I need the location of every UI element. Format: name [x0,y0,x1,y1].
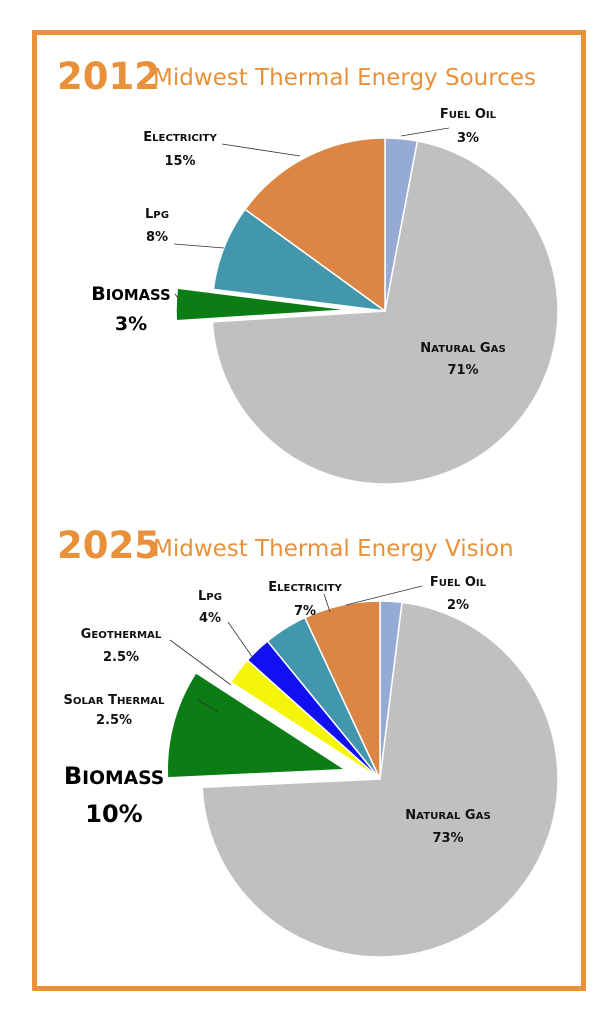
leader-line-electricity-2025 [323,593,331,613]
label-electricity-2025: ELECTRICITY [268,580,342,595]
value-electricity-2025: 7% [294,604,316,619]
value-biomass-2025: 10% [85,800,142,828]
value-fuel-oil-2025: 2% [447,598,469,613]
slice-biomass-2025 [166,671,348,779]
leader-line-fuel-oil-2012 [400,127,450,137]
chart-2025-year: 2025 [57,524,160,567]
slice-electricity-2012 [243,137,386,313]
label-fuel-oil-2025: FUEL OIL [430,575,487,590]
chart-frame [32,30,586,991]
value-lpg-2012: 8% [146,230,168,245]
slice-natural-gas-2025 [201,601,559,958]
leader-line-biomass-2012 [174,293,179,299]
leader-line-geothermal-2025 [169,639,232,686]
leader-line-fuel-oil-2025 [345,585,423,606]
label-fuel-oil-2012: FUEL OIL [440,107,497,122]
label-biomass-2012: BIOMASS [91,283,170,305]
value-natural-gas-2025: 73% [432,831,463,846]
value-biomass-2012: 3% [115,313,147,335]
label-natural-gas-2025: NATURAL GAS [405,808,491,823]
slice-electricity-2025 [303,600,381,780]
label-natural-gas-2012: NATURAL GAS [420,341,506,356]
label-electricity-2012: ELECTRICITY [143,130,217,145]
value-geothermal-2025: 2.5% [103,650,139,665]
value-electricity-2012: 15% [164,154,195,169]
label-lpg-2012: LPG [145,207,169,222]
label-biomass-2025: BIOMASS [64,762,164,790]
leader-line-solar-thermal-2025 [197,699,219,713]
chart-2012-year: 2012 [57,55,160,98]
label-lpg-2025: LPG [198,589,222,604]
leader-line-electricity-2012 [221,143,301,157]
label-geothermal-2025: GEOTHERMAL [81,627,162,642]
chart-2012-pie: FUEL OIL 3% NATURAL GAS 71% BIOMASS 3% LPG 8% EL… [91,107,559,485]
slice-natural-gas-2012 [211,140,559,485]
leader-line-lpg-2012 [173,243,225,249]
value-solar-thermal-2025: 2.5% [96,713,132,728]
slice-biomass-2012 [175,287,350,322]
chart-2025-title: Midwest Thermal Energy Vision [153,536,514,562]
value-lpg-2025: 4% [199,611,221,626]
chart-2025-pie: FUEL OIL 2% NATURAL GAS 73% BIOMASS 10% SOLAR … [63,575,559,958]
leader-line-lpg-2025 [227,621,254,659]
value-fuel-oil-2012: 3% [457,131,479,146]
label-solar-thermal-2025: SOLAR THERMAL [63,693,165,708]
value-natural-gas-2012: 71% [447,363,478,378]
chart-2012-title: Midwest Thermal Energy Sources [153,65,536,91]
